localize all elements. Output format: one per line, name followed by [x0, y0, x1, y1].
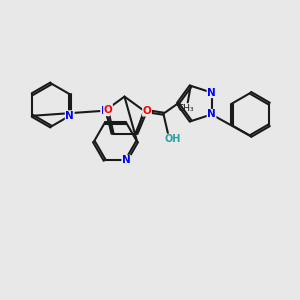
Text: N: N [101, 106, 110, 116]
Text: N: N [122, 155, 131, 165]
Text: O: O [103, 104, 112, 115]
Text: OH: OH [164, 134, 181, 144]
Text: N: N [207, 88, 216, 98]
Text: O: O [142, 106, 152, 116]
Text: N: N [207, 110, 216, 119]
Text: CH₃: CH₃ [178, 104, 195, 113]
Text: N: N [65, 111, 74, 121]
